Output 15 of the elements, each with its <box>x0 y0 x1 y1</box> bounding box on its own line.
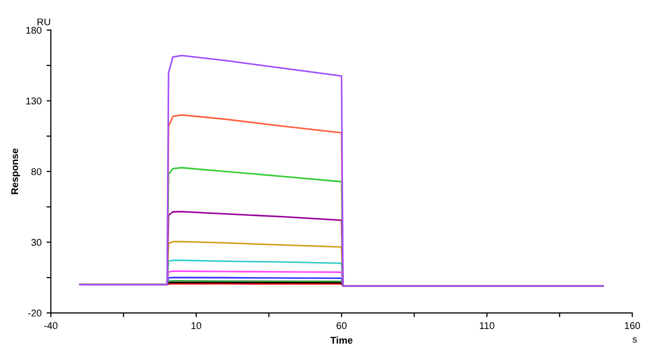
x-tick-label: 160 <box>624 322 640 330</box>
x-axis-title: Time <box>330 336 352 344</box>
text: s <box>632 337 637 343</box>
x-tick-label: 110 <box>480 322 494 330</box>
y-tick-label: 80 <box>31 168 42 176</box>
x-tick-label: 10 <box>192 322 202 330</box>
y-tick-label: 30 <box>31 238 42 246</box>
x-tick-label: -40 <box>44 322 58 330</box>
line-series <box>79 54 604 287</box>
y-tick-label: 180 <box>26 26 42 34</box>
y-tick-label: 130 <box>26 98 42 104</box>
text: RU <box>38 18 50 26</box>
y-axis-title: Response <box>11 148 20 194</box>
x-tick-label: 60 <box>336 322 347 330</box>
y-tick-label: -20 <box>28 310 42 317</box>
